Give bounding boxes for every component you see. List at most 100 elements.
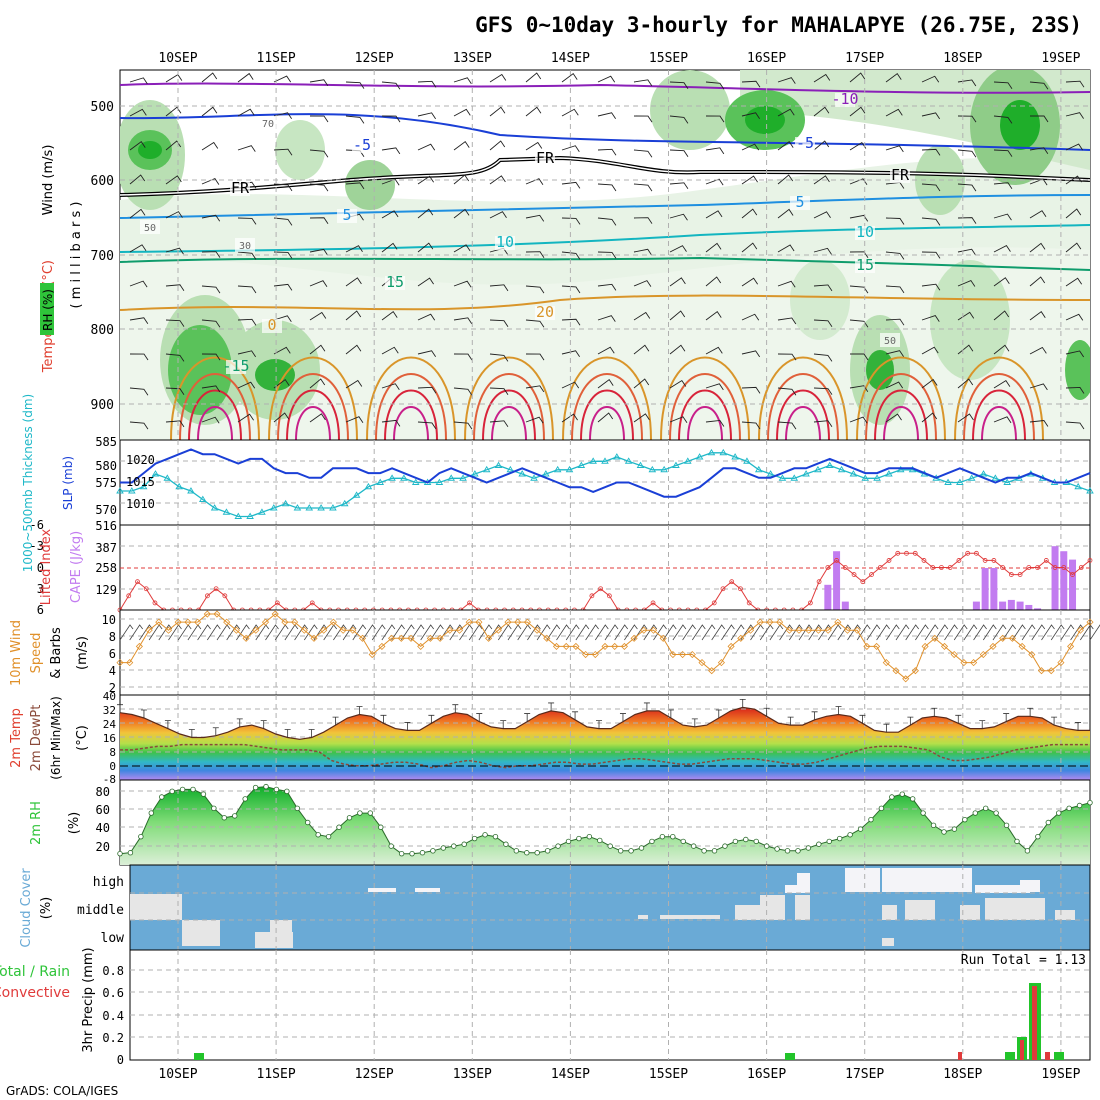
wind-barb [561, 413, 578, 423]
cape-tick-258: 258 [95, 561, 117, 575]
wind-barb [165, 140, 182, 151]
wind-barb [669, 182, 689, 190]
rh2m-point [607, 843, 613, 849]
wind10-barb [653, 624, 667, 641]
li-tick-3: 3 [37, 582, 44, 596]
wind10-barb [711, 624, 726, 641]
wind10-point [300, 626, 308, 634]
rh2m-point [1014, 838, 1020, 845]
wind-barb [633, 115, 653, 123]
wind10-point [601, 642, 609, 650]
thickness-point [1003, 478, 1011, 485]
thickness-point [340, 499, 349, 507]
rh2m-point [148, 810, 154, 816]
wind-barb [777, 353, 797, 361]
contour-label-50: 50 [884, 336, 896, 347]
wind10-barb [391, 624, 405, 641]
wind-barb [417, 143, 436, 151]
rh2m-point [868, 816, 874, 823]
rh2m-point [169, 788, 175, 795]
contour-label-5: 5 [342, 206, 351, 224]
wind10-barb [876, 624, 890, 641]
wind-barb [885, 217, 905, 225]
thickness-tick-516: 516 [95, 519, 117, 533]
thickness-point [885, 470, 893, 477]
label-dewpoint: 2m DewPt [29, 705, 44, 772]
wind-barb [705, 178, 724, 186]
wind-barb [741, 80, 761, 88]
wind-barb [453, 280, 472, 288]
wind-barb [201, 416, 220, 424]
wind-barb [741, 143, 760, 151]
wind-barb [1065, 277, 1083, 287]
wind-barb [705, 147, 725, 155]
cape-bars [824, 546, 1077, 610]
wind-barb [597, 183, 617, 192]
wind-barb [165, 211, 183, 219]
wind-barb [309, 217, 329, 225]
wind10-barb [294, 624, 308, 641]
bottom-date-19SEP: 19SEP [1041, 1067, 1080, 1082]
cape-bar [824, 584, 832, 610]
wind10-point [776, 618, 784, 626]
wind10-point [504, 618, 512, 626]
temp-minmax-bar [164, 720, 171, 729]
wind-barb [309, 378, 326, 389]
wind-barb [273, 75, 292, 83]
rh2m-point [920, 810, 926, 816]
label-slp: SLP (mb) [61, 456, 75, 510]
contour-label-bg [795, 137, 815, 151]
warm-loop [856, 356, 946, 440]
wind10-point [397, 634, 405, 642]
precip-tick-0.6: 0.6 [102, 986, 124, 1000]
rh2m-point [941, 829, 947, 835]
wind-barb [777, 387, 797, 396]
bottom-date-17SEP: 17SEP [845, 1067, 884, 1082]
thickness-point [731, 453, 739, 460]
wind-barb [597, 217, 617, 226]
wind-barb [849, 285, 869, 294]
warm-loop [776, 389, 830, 440]
wind-barb [705, 419, 725, 427]
thickness-point [743, 457, 751, 464]
rh2m-point [826, 838, 832, 845]
lifted-index-point [1070, 572, 1075, 577]
warm-loop [473, 373, 545, 440]
lifted-index-point [930, 565, 936, 570]
temp-minmax-bar [404, 722, 411, 731]
wind-barb [1065, 80, 1085, 88]
wind-barb [777, 317, 797, 325]
wind-barb [237, 318, 257, 326]
rh2m-point [242, 796, 248, 802]
wind-barb [417, 175, 434, 185]
wind10-barb [682, 624, 696, 641]
wind-barb [417, 277, 434, 287]
rh2m-point [972, 810, 978, 816]
contour-label-50: 50 [144, 223, 156, 234]
cloud-panel: high middle low Cloud Cover (%) [19, 864, 1091, 951]
wind-barb [489, 420, 509, 428]
wind-barb [597, 378, 614, 389]
contour-label--5: -5 [796, 134, 814, 152]
wind-barb [1065, 175, 1082, 185]
thickness-point [163, 474, 172, 481]
wind-barb [1029, 383, 1048, 391]
wind10-point [242, 634, 250, 642]
wind-barb [345, 182, 365, 190]
rh2m-point [325, 833, 332, 840]
temp-minmax-bar [284, 729, 291, 738]
wind-barb [525, 214, 545, 222]
cape-bar [981, 568, 989, 610]
wind-barb [381, 242, 398, 253]
rh2m-point [117, 850, 123, 857]
contour-label--10: -10 [831, 90, 858, 108]
lifted-index-point [842, 565, 848, 570]
wind10-tick-8: 8 [109, 630, 116, 644]
warm-loop [580, 389, 634, 440]
thickness-point [684, 457, 692, 464]
rh2m-point [576, 835, 582, 842]
warm-loop [589, 406, 625, 440]
label-cape: CAPE (J/kg) [69, 531, 84, 603]
wind-barb [957, 183, 977, 192]
wind-barb [813, 73, 831, 83]
